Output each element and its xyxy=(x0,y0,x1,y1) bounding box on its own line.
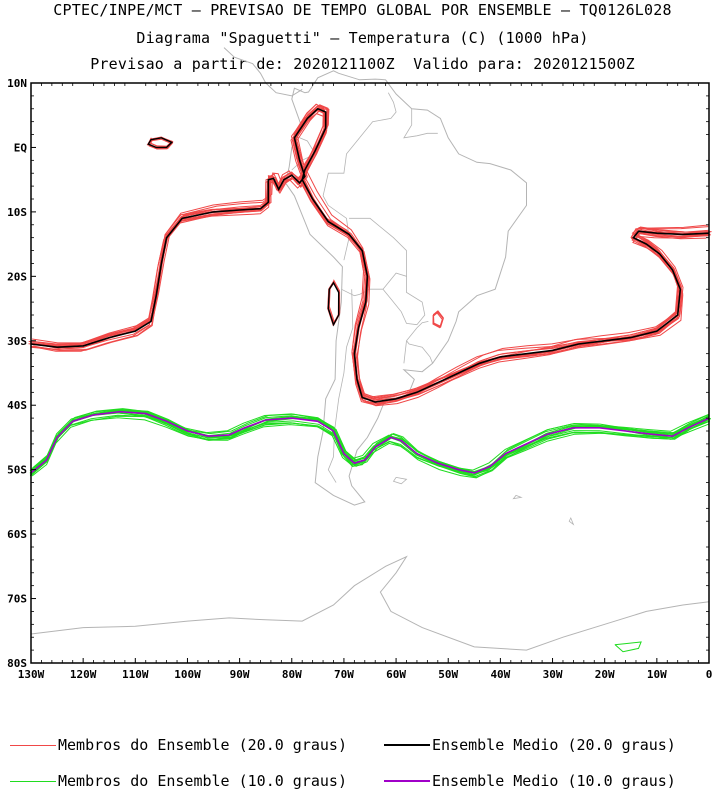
iso20-mean-main xyxy=(30,107,710,403)
iso20-ensemble-mean xyxy=(30,107,710,403)
island-1 xyxy=(392,476,408,485)
iso20-member-main-13 xyxy=(30,103,711,399)
lat-label-6: 50S xyxy=(7,464,27,477)
legend-mean10-swatch xyxy=(384,780,430,782)
country-border-9 xyxy=(403,108,438,139)
iso20-member-main-7 xyxy=(31,105,712,401)
lon-label-1: 120W xyxy=(70,668,97,681)
title-line-3: Previsao a partir de: 2020121100Z Valido… xyxy=(90,55,635,73)
iso10-mean-main xyxy=(30,410,710,474)
legend-member10: Membros do Ensemble (10.0 graus) xyxy=(10,771,347,791)
south-america-coastline xyxy=(284,70,527,506)
central-america-coastline xyxy=(223,47,303,97)
country-border-5 xyxy=(382,276,426,326)
iso20-member-main-4 xyxy=(32,109,708,403)
legend-mean10-label: Ensemble Medio (10.0 graus) xyxy=(432,772,676,790)
lon-label-9: 40W xyxy=(490,668,510,681)
lon-label-2: 110W xyxy=(122,668,149,681)
lon-label-8: 50W xyxy=(438,668,458,681)
lon-label-7: 60W xyxy=(386,668,406,681)
lon-label-13: 0 xyxy=(706,668,713,681)
country-border-4 xyxy=(327,289,354,483)
iso20-mean-blob2 xyxy=(327,281,340,327)
iso20-member-main-11 xyxy=(28,108,710,403)
lon-label-3: 100W xyxy=(174,668,201,681)
iso10-member-blob-1 xyxy=(614,641,642,653)
legend-member20: Membros do Ensemble (20.0 graus) xyxy=(10,735,347,755)
lat-label-4: 30S xyxy=(7,335,27,348)
iso10-member-main-3 xyxy=(31,409,712,476)
iso20-member-main-1 xyxy=(30,107,708,401)
iso10-member-main-5 xyxy=(30,408,711,477)
country-border-6 xyxy=(406,340,433,364)
iso10-member-main-14 xyxy=(30,412,709,476)
iso20-member-main-6 xyxy=(31,110,708,406)
legend-mean20: Ensemble Medio (20.0 graus) xyxy=(384,735,676,755)
spaghetti-map: 10N EQ 10S 20S 30S 40S 50S 60S 70S 80S 130W 120W 11… xyxy=(7,47,713,681)
legend-mean20-swatch xyxy=(384,744,430,746)
country-border-3 xyxy=(341,217,407,297)
legend-member10-swatch xyxy=(10,780,56,782)
lat-label-9: 80S xyxy=(7,657,27,670)
legend-member10-label: Membros do Ensemble (10.0 graus) xyxy=(58,772,347,790)
iso10-member-contours xyxy=(29,408,712,653)
lon-label-5: 80W xyxy=(282,668,302,681)
lat-label-3: 20S xyxy=(7,270,27,283)
legend-mean20-label: Ensemble Medio (20.0 graus) xyxy=(432,736,676,754)
iso20-member-main-14 xyxy=(28,103,711,398)
iso10-member-main-2 xyxy=(29,409,711,477)
iso10-member-main-8 xyxy=(32,412,709,478)
iso20-member-blob3-4 xyxy=(432,310,443,329)
iso10-member-main-1 xyxy=(30,410,708,473)
latitude-axis: 10N EQ 10S 20S 30S 40S 50S 60S 70S 80S xyxy=(7,77,709,670)
lon-label-6: 70W xyxy=(334,668,354,681)
lon-label-10: 30W xyxy=(543,668,563,681)
lat-label-7: 60S xyxy=(7,528,27,541)
iso10-member-main-12 xyxy=(29,414,710,475)
iso20-member-main-10 xyxy=(30,105,711,400)
iso20-member-main-9 xyxy=(33,104,710,399)
longitude-axis: 130W 120W 110W 100W 90W 80W 70W 60W 50W 40W 30W 20W… xyxy=(18,83,713,681)
iso20-member-contours xyxy=(28,103,712,407)
iso10-ensemble-mean xyxy=(30,410,710,474)
lat-label-5: 40S xyxy=(7,399,27,412)
legend-member20-label: Membros do Ensemble (20.0 graus) xyxy=(58,736,347,754)
iso20-member-main-2 xyxy=(31,108,709,405)
lat-label-0: 10N xyxy=(7,77,27,90)
coastline-layer xyxy=(30,47,710,651)
iso10-member-main-9 xyxy=(29,411,710,476)
lat-label-8: 70S xyxy=(7,593,27,606)
iso20-member-main-3 xyxy=(32,113,706,407)
lon-label-12: 10W xyxy=(647,668,667,681)
lat-label-1: EQ xyxy=(14,141,28,154)
title-line-2: Diagrama "Spaguetti" — Temperatura (C) (… xyxy=(136,29,589,47)
iso20-member-main-12 xyxy=(32,110,710,406)
lon-label-4: 90W xyxy=(230,668,250,681)
iso20-mean-blob1 xyxy=(147,137,174,149)
country-border-8 xyxy=(359,92,397,139)
island-3 xyxy=(568,517,575,526)
country-border-7 xyxy=(403,321,429,364)
iso20-member-main-8 xyxy=(31,108,707,402)
legend-mean10: Ensemble Medio (10.0 graus) xyxy=(384,771,676,791)
iso10-member-main-11 xyxy=(30,410,707,476)
iso10-member-main-7 xyxy=(31,413,710,477)
title-line-1: CPTEC/INPE/MCT — PREVISAO DE TEMPO GLOBA… xyxy=(53,1,672,19)
map-frame xyxy=(30,82,710,664)
lon-label-0: 130W xyxy=(18,668,45,681)
island-2 xyxy=(512,494,523,500)
lon-label-11: 20W xyxy=(595,668,615,681)
antarctica-coastline xyxy=(30,555,710,651)
iso20-member-main-5 xyxy=(35,107,709,405)
legend-member20-swatch xyxy=(10,744,56,746)
iso10-member-main-13 xyxy=(33,412,710,477)
lat-label-2: 10S xyxy=(7,206,27,219)
